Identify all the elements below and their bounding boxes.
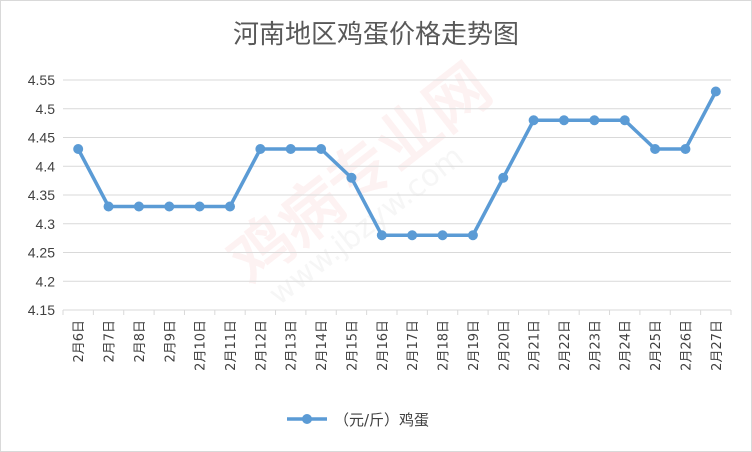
data-point — [194, 201, 205, 212]
x-tick-label: 2月6日 — [72, 320, 87, 363]
x-tick-label: 2月18日 — [437, 320, 452, 371]
legend-marker-swatch — [302, 414, 312, 424]
data-point — [103, 201, 114, 212]
x-tick-label: 2月17日 — [406, 320, 421, 371]
data-point — [437, 230, 448, 241]
x-tick-label: 2月25日 — [649, 320, 664, 371]
data-point — [164, 201, 175, 212]
x-tick-label: 2月10日 — [194, 320, 209, 371]
data-point — [498, 172, 509, 183]
x-tick-label: 2月21日 — [528, 320, 543, 371]
data-point — [559, 115, 569, 126]
chart-title: 河南地区鸡蛋价格走势图 — [233, 20, 519, 50]
y-tick-label: 4.25 — [28, 245, 55, 261]
y-tick-label: 4.15 — [28, 302, 55, 318]
data-point — [528, 115, 539, 126]
y-tick-label: 4.55 — [28, 72, 55, 88]
x-tick-label: 2月20日 — [497, 320, 512, 371]
data-point — [73, 144, 84, 154]
data-point — [346, 172, 357, 183]
x-tick-label: 2月23日 — [588, 320, 603, 371]
x-tick-label: 2月9日 — [163, 320, 178, 363]
x-tick-label: 2月12日 — [254, 320, 269, 371]
data-point — [589, 115, 600, 126]
x-tick-label: 2月8日 — [133, 320, 148, 363]
x-tick-label: 2月19日 — [467, 320, 482, 371]
data-point — [376, 230, 387, 241]
x-tick-label: 2月15日 — [345, 320, 360, 371]
legend-label: （元/斤）鸡蛋 — [334, 411, 429, 429]
x-tick-label: 2月13日 — [285, 320, 300, 371]
data-point — [285, 144, 296, 154]
legend: （元/斤）鸡蛋 — [287, 411, 429, 429]
data-point — [650, 144, 661, 154]
y-tick-label: 4.2 — [36, 273, 56, 289]
y-tick-label: 4.3 — [36, 216, 56, 232]
x-tick-label: 2月26日 — [679, 320, 694, 371]
y-tick-label: 4.5 — [36, 101, 56, 117]
x-tick-label: 2月27日 — [710, 320, 725, 371]
y-axis-ticks: 4.15 4.2 4.25 4.3 4.35 4.4 4.45 4.5 4.55 — [28, 72, 55, 318]
series-layer — [73, 86, 721, 241]
data-point — [467, 230, 478, 241]
y-tick-label: 4.45 — [28, 130, 55, 146]
data-point — [255, 144, 266, 154]
x-axis-ticks: 2月6日 2月7日 2月8日 2月9日 2月10日 2月11日 2月12日 2月13日 2月14… — [62, 310, 732, 371]
x-tick-label: 2月14日 — [315, 320, 330, 371]
data-point — [316, 144, 327, 154]
data-point — [133, 201, 144, 212]
x-tick-label: 2月22日 — [558, 320, 573, 371]
gridlines — [63, 79, 731, 311]
data-point — [680, 144, 691, 154]
data-point — [225, 201, 235, 212]
x-tick-label: 2月16日 — [376, 320, 391, 371]
data-point — [619, 115, 630, 126]
x-tick-label: 2月7日 — [103, 320, 118, 363]
data-point — [407, 230, 418, 241]
x-tick-label: 2月24日 — [619, 320, 634, 371]
series-line — [76, 89, 718, 237]
y-tick-label: 4.35 — [28, 187, 55, 203]
y-tick-label: 4.4 — [36, 158, 56, 174]
x-tick-label: 2月11日 — [224, 320, 239, 371]
data-point — [710, 86, 721, 97]
